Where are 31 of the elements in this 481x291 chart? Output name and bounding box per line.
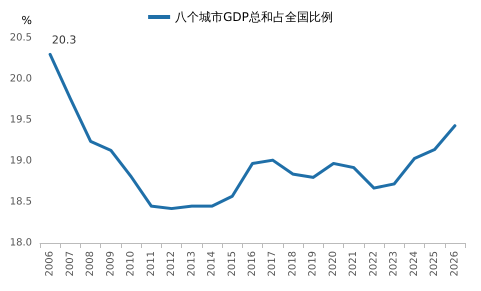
x-tick-label: 2006 bbox=[44, 251, 56, 276]
y-tick-label: 20.0 bbox=[10, 74, 32, 84]
x-tick-label: 2022 bbox=[368, 251, 380, 276]
x-tick-label: 2017 bbox=[267, 251, 278, 276]
y-tick-label: 18.5 bbox=[10, 196, 32, 208]
data-label: 20.3 bbox=[52, 33, 76, 46]
y-tick-label: 20.5 bbox=[10, 32, 32, 44]
x-tick-label: 2011 bbox=[146, 251, 157, 276]
y-tick-label: 19.0 bbox=[10, 156, 32, 166]
x-tick-label: 2021 bbox=[348, 251, 360, 276]
x-tick-label: 2016 bbox=[247, 251, 258, 276]
x-tick-label: 2018 bbox=[287, 251, 298, 276]
x-tick-label: 2007 bbox=[64, 251, 76, 276]
x-tick-label: 2020 bbox=[328, 251, 339, 276]
x-tick-label: 2023 bbox=[388, 251, 400, 276]
x-tick-label: 2026 bbox=[449, 251, 460, 276]
x-tick-label: 2012 bbox=[166, 251, 178, 276]
line-series bbox=[48, 52, 456, 210]
x-tick-label: 2010 bbox=[126, 251, 137, 276]
y-tick-label: 19.5 bbox=[10, 114, 32, 126]
x-tick-label: 2025 bbox=[429, 251, 440, 276]
x-tick-label: 2013 bbox=[186, 251, 198, 276]
x-tick-label: 2009 bbox=[105, 251, 116, 276]
x-tick-label: 2014 bbox=[206, 251, 218, 276]
y-tick-label: 18.0 bbox=[10, 238, 32, 248]
x-tick-label: 2024 bbox=[408, 251, 420, 276]
x-tick-label: 2015 bbox=[226, 251, 238, 276]
x-tick-label: 2008 bbox=[85, 251, 96, 276]
legend-label: 八个城市GDP总和占全国比例 bbox=[175, 10, 333, 24]
y-axis-title: % bbox=[22, 14, 32, 27]
x-tick-label: 2019 bbox=[308, 251, 319, 276]
